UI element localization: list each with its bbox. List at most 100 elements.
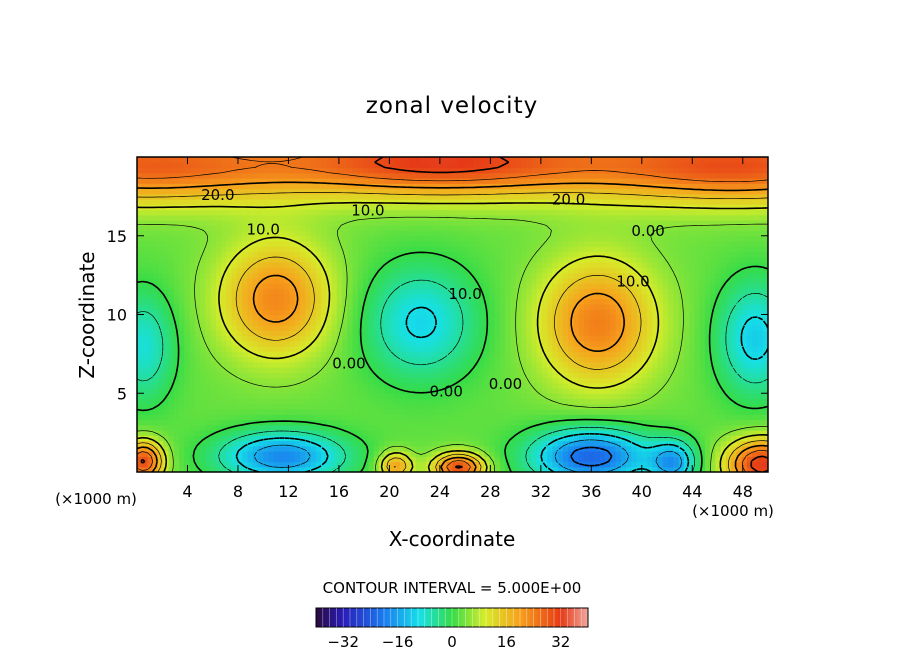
field-cell <box>236 451 243 457</box>
field-cell <box>620 346 627 352</box>
field-cell <box>268 298 275 305</box>
field-cell <box>568 304 575 310</box>
field-cell <box>746 409 753 415</box>
field-cell <box>321 277 327 284</box>
field-cell <box>520 283 527 289</box>
field-cell <box>657 445 664 452</box>
field-cell <box>163 377 170 384</box>
field-cell <box>736 330 743 337</box>
field-cell <box>736 283 743 289</box>
field-cell <box>641 272 648 279</box>
field-cell <box>746 403 753 410</box>
field-cell <box>741 340 748 347</box>
field-cell <box>520 466 527 472</box>
field-cell <box>568 388 575 394</box>
field-cell <box>142 398 149 405</box>
field-cell <box>562 424 569 431</box>
field-cell <box>326 277 333 284</box>
field-cell <box>168 304 175 310</box>
field-cell <box>478 377 485 384</box>
field-cell <box>173 335 180 342</box>
field-cell <box>457 256 464 263</box>
field-cell <box>683 456 690 463</box>
field-cell <box>583 451 590 457</box>
field-cell <box>515 445 522 452</box>
field-cell <box>505 466 511 472</box>
field-cell <box>741 298 748 305</box>
field-cell <box>173 419 180 426</box>
field-cell <box>410 351 417 358</box>
field-cell <box>657 267 664 274</box>
field-cell <box>305 451 312 457</box>
field-cell <box>342 309 348 316</box>
field-cell <box>399 283 406 289</box>
field-cell <box>289 325 296 331</box>
field-cell <box>620 456 627 463</box>
field-cell <box>557 414 564 421</box>
field-cell <box>331 419 338 426</box>
field-cell <box>410 456 417 463</box>
field-cell <box>142 277 149 284</box>
field-cell <box>615 367 622 373</box>
field-cell <box>583 288 590 295</box>
field-cell <box>278 451 285 457</box>
field-cell <box>736 314 743 321</box>
field-cell <box>489 298 496 305</box>
field-cell <box>510 288 517 295</box>
field-cell <box>194 340 201 347</box>
field-cell <box>415 330 422 337</box>
field-cell <box>463 298 469 305</box>
field-cell <box>436 272 443 279</box>
field-cell <box>752 393 759 400</box>
field-cell <box>263 283 270 289</box>
field-cell <box>268 314 275 321</box>
field-cell <box>557 272 564 279</box>
field-cell <box>510 388 517 394</box>
field-cell <box>226 361 233 368</box>
field-cell <box>321 419 327 426</box>
field-cell <box>394 319 401 326</box>
field-cell <box>284 272 291 279</box>
field-cell <box>678 372 685 379</box>
field-cell <box>405 293 412 300</box>
field-cell <box>562 393 569 400</box>
field-cell <box>326 440 333 447</box>
field-cell <box>342 440 348 447</box>
field-cell <box>137 445 143 452</box>
field-cell <box>257 372 264 379</box>
field-cell <box>557 430 564 436</box>
field-cell <box>631 388 638 394</box>
field-cell <box>531 267 538 274</box>
field-cell <box>484 424 490 431</box>
field-cell <box>668 293 674 300</box>
field-cell <box>205 440 212 447</box>
field-cell <box>179 430 185 436</box>
field-cell <box>715 419 722 426</box>
field-cell <box>399 335 406 342</box>
field-cell <box>636 424 643 431</box>
field-cell <box>641 346 648 352</box>
field-cell <box>573 409 580 415</box>
field-cell <box>405 319 412 326</box>
field-cell <box>699 388 706 394</box>
field-cell <box>226 372 233 379</box>
field-cell <box>689 382 695 389</box>
field-cell <box>215 330 222 337</box>
field-cell <box>378 351 385 358</box>
field-cell <box>268 440 275 447</box>
field-cell <box>689 272 695 279</box>
field-cell <box>494 414 501 421</box>
field-cell <box>457 351 464 358</box>
field-cell <box>347 319 354 326</box>
field-cell <box>657 466 664 472</box>
field-cell <box>610 351 617 358</box>
field-cell <box>715 272 722 279</box>
field-cell <box>441 361 448 368</box>
field-cell <box>499 367 506 373</box>
field-cell <box>715 393 722 400</box>
field-cell <box>263 361 270 368</box>
field-cell <box>468 398 475 405</box>
field-cell <box>300 251 306 258</box>
field-cell <box>242 283 249 289</box>
field-cell <box>420 256 427 263</box>
